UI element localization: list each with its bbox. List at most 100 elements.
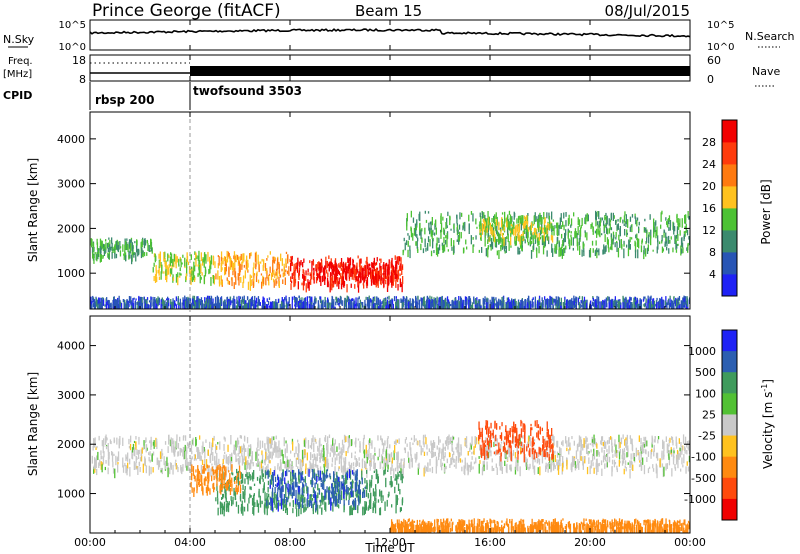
power-cell-5 bbox=[676, 226, 679, 236]
power-cell-6 bbox=[500, 232, 502, 236]
velocity-cell-0 bbox=[394, 445, 396, 454]
velocity-cell-0 bbox=[324, 437, 326, 442]
power-cell-7 bbox=[426, 299, 428, 309]
power-cell-4 bbox=[374, 269, 376, 275]
power-cell-7 bbox=[210, 304, 212, 309]
velocity-cell-1 bbox=[317, 483, 319, 491]
power-cell-2 bbox=[262, 264, 264, 271]
power-cell-5 bbox=[688, 236, 690, 240]
power-cell-7 bbox=[222, 302, 225, 309]
power-cell-5 bbox=[679, 218, 681, 228]
power-cell-7 bbox=[578, 295, 581, 299]
power-cell-6 bbox=[524, 228, 526, 234]
velocity-cell-1 bbox=[264, 502, 266, 508]
velocity-cell-0 bbox=[403, 458, 405, 469]
velocity-cell-0 bbox=[209, 459, 211, 464]
power-cell-7 bbox=[320, 296, 322, 302]
nave-label: Nave bbox=[752, 65, 780, 78]
velocity-cell-0 bbox=[327, 436, 329, 444]
power-cell-6 bbox=[522, 235, 524, 239]
power-cell-1 bbox=[166, 276, 168, 283]
velocity-cell-0 bbox=[410, 437, 413, 441]
power-cell-5 bbox=[460, 232, 462, 239]
power-cell-3 bbox=[297, 281, 299, 290]
power-cell-2 bbox=[235, 276, 237, 285]
power-cell-4 bbox=[334, 274, 336, 285]
velocity-cell-0 bbox=[197, 447, 199, 450]
power-cell-3 bbox=[401, 267, 403, 275]
power-cell-1 bbox=[190, 255, 192, 260]
velocity-cell-0 bbox=[398, 462, 400, 469]
power-cell-7 bbox=[645, 298, 647, 303]
power-cell-4 bbox=[386, 276, 388, 280]
power-cell-3 bbox=[291, 257, 293, 264]
power-cell-7 bbox=[656, 297, 658, 301]
power-cell-7 bbox=[515, 301, 517, 309]
power-cell-5 bbox=[559, 247, 561, 257]
velocity-cell-0 bbox=[443, 456, 445, 461]
power-cell-1 bbox=[205, 269, 207, 274]
power-cell-0 bbox=[101, 240, 103, 249]
power-cell-2 bbox=[238, 267, 241, 277]
power-cell-5 bbox=[617, 247, 620, 258]
velocity-cell-0 bbox=[196, 446, 198, 453]
power-cell-5 bbox=[432, 238, 434, 249]
velocity-cell-0 bbox=[601, 436, 603, 446]
velocity-cell-0 bbox=[404, 439, 407, 444]
power-cell-6 bbox=[534, 231, 536, 239]
power-cell-7 bbox=[534, 296, 536, 306]
power-cell-6 bbox=[494, 236, 497, 247]
velocity-cell-0 bbox=[265, 451, 267, 460]
velocity-cell-0 bbox=[264, 443, 266, 450]
velocity-cell-0 bbox=[514, 466, 517, 475]
power-cell-7 bbox=[251, 298, 253, 303]
velocity-cell-0 bbox=[117, 451, 120, 462]
velocity-cell-0 bbox=[268, 451, 271, 459]
velocity-cell-1 bbox=[374, 491, 376, 501]
power-cell-7 bbox=[673, 301, 675, 309]
power-cell-6 bbox=[542, 235, 544, 243]
power-cell-5 bbox=[570, 224, 572, 228]
velocity-cell-1 bbox=[349, 470, 352, 480]
velocity-cell-0 bbox=[133, 461, 135, 470]
power-cell-5 bbox=[464, 221, 466, 232]
power-cell-5 bbox=[433, 232, 436, 236]
power-cell-2 bbox=[254, 252, 257, 262]
power-cell-6 bbox=[510, 217, 512, 224]
velocity-cell-1 bbox=[313, 501, 315, 505]
power-cell-5 bbox=[644, 228, 646, 232]
velocity-cell-0 bbox=[435, 465, 437, 474]
velocity-cell-0 bbox=[129, 443, 132, 451]
power-cell-7 bbox=[506, 297, 508, 301]
velocity-cell-0 bbox=[378, 448, 381, 458]
power-cell-7 bbox=[391, 299, 394, 305]
power-cell-2 bbox=[283, 273, 285, 278]
velocity-cell-0 bbox=[271, 451, 273, 460]
power-cell-4 bbox=[331, 268, 333, 277]
power-cell-7 bbox=[403, 296, 405, 299]
velocity-cell-0 bbox=[151, 453, 153, 462]
power-cell-7 bbox=[370, 298, 372, 303]
velocity-cell-0 bbox=[402, 468, 404, 478]
velocity-cell-0 bbox=[451, 457, 453, 465]
power-cell-5 bbox=[541, 237, 544, 245]
velocity-cell-0 bbox=[431, 466, 434, 474]
power-cell-5 bbox=[598, 211, 600, 220]
power-cell-5 bbox=[623, 248, 625, 259]
power-cell-7 bbox=[503, 299, 505, 309]
velocity-cell-1 bbox=[373, 504, 375, 508]
velocity-cell-0 bbox=[160, 459, 162, 462]
power-cell-7 bbox=[301, 306, 304, 309]
power-cell-0 bbox=[143, 252, 146, 257]
power-cell-7 bbox=[410, 303, 412, 306]
power-cell-7 bbox=[652, 307, 654, 309]
power-cell-5 bbox=[619, 217, 621, 223]
power-cell-7 bbox=[553, 298, 555, 303]
power-cell-2 bbox=[286, 270, 289, 275]
power-cell-0 bbox=[108, 237, 110, 240]
velocity-cell-0 bbox=[101, 464, 103, 473]
velocity-cell-0 bbox=[470, 444, 472, 450]
power-cell-7 bbox=[214, 296, 217, 306]
velocity-cell-0 bbox=[357, 438, 360, 441]
power-cell-3 bbox=[347, 257, 349, 263]
